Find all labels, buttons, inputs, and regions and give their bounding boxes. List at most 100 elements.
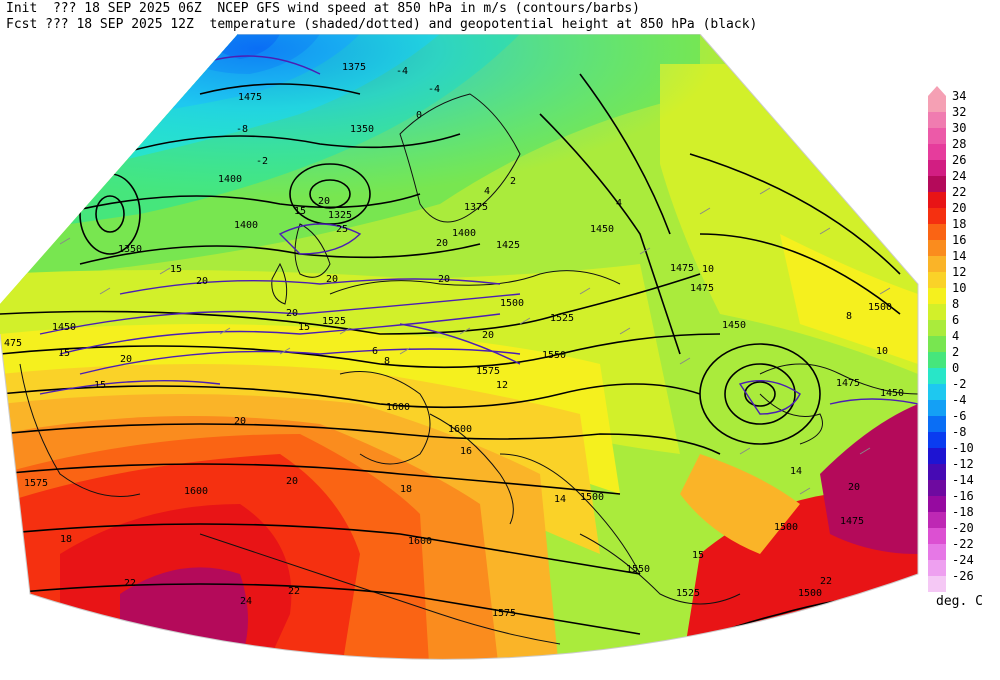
temp-label: -8	[236, 124, 248, 135]
legend-swatch	[928, 304, 946, 320]
legend-label: 0	[952, 361, 960, 375]
wind-label: 20	[318, 196, 330, 207]
temp-label: 18	[60, 534, 72, 545]
height-label: 1500	[500, 298, 524, 309]
legend-label: -14	[952, 473, 974, 487]
temp-label: 4	[616, 198, 622, 209]
legend-label: 18	[952, 217, 967, 231]
temp-label: 14	[554, 494, 566, 505]
temp-label: 2	[510, 176, 516, 187]
height-label: 1500	[798, 588, 822, 599]
wind-label: 20	[438, 274, 450, 285]
legend-swatch	[928, 96, 946, 112]
legend-swatch	[928, 128, 946, 144]
temp-label: 18	[400, 484, 412, 495]
wind-barbs	[59, 187, 891, 495]
height-label: 1450	[590, 224, 614, 235]
legend-label: 4	[952, 329, 960, 343]
wind-label: 15	[294, 206, 306, 217]
height-label: 1475	[670, 263, 694, 274]
legend-label: 24	[952, 169, 967, 183]
temp-label: 20	[286, 476, 298, 487]
map-area: 1375 1475 1350 1400 1400 1350 1325 1375 …	[0, 34, 918, 660]
temp-label: 0	[416, 110, 422, 121]
height-label: 1600	[184, 486, 208, 497]
height-label: 1475	[836, 378, 860, 389]
coastlines	[19, 93, 918, 645]
legend-swatch	[928, 288, 946, 304]
legend-swatch	[928, 416, 946, 432]
legend-label: 16	[952, 233, 967, 247]
legend-swatch	[928, 432, 946, 448]
legend-label: 26	[952, 153, 967, 167]
color-legend: 34 32 30 28 26 24 22 20 18 16 14 12 10 8 6 4 2 0 -2 -4 -6 -8-…	[928, 86, 1000, 592]
legend-swatch	[928, 192, 946, 208]
wind-label: 20	[286, 308, 298, 319]
header-line-2: Fcst ??? 18 SEP 2025 12Z temperature (sh…	[6, 17, 757, 32]
temp-label: 6	[372, 346, 378, 357]
temp-band-14-east	[680, 454, 800, 554]
height-label: 1575	[24, 478, 48, 489]
legend-label: -2	[952, 377, 967, 391]
wind-label: 20	[196, 276, 208, 287]
forecast-time: Fcst ??? 18 SEP 2025 12Z	[6, 17, 194, 32]
legend-label: -26	[952, 569, 974, 583]
legend-swatch	[928, 544, 946, 560]
init-time: Init ??? 18 SEP 2025 06Z	[6, 1, 202, 16]
height-label: 1525	[322, 316, 346, 327]
temp-label: 8	[846, 311, 852, 322]
legend-label: 12	[952, 265, 967, 279]
temp-label: 22	[288, 586, 300, 597]
height-label: 1600	[386, 402, 410, 413]
height-label: 475	[4, 338, 22, 349]
height-label: 1575	[492, 608, 516, 619]
height-label: 1400	[452, 228, 476, 239]
temp-label: -2	[256, 156, 268, 167]
height-label: 1500	[774, 522, 798, 533]
height-label: 1325	[328, 210, 352, 221]
legend-swatch	[928, 112, 946, 128]
temp-label: -4	[428, 84, 440, 95]
legend-label: -18	[952, 505, 974, 519]
temp-label: 24	[240, 596, 252, 607]
wind-label: 15	[692, 550, 704, 561]
wind-contours	[39, 55, 918, 415]
legend-swatch	[928, 272, 946, 288]
legend-swatch	[928, 448, 946, 464]
legend-swatch	[928, 224, 946, 240]
legend-label: -8	[952, 425, 967, 439]
temp-label: 8	[384, 356, 390, 367]
temp-label: 10	[702, 264, 714, 275]
temp-label: 14	[790, 466, 802, 477]
legend-swatch	[928, 576, 946, 592]
legend-label: -4	[952, 393, 967, 407]
wind-label: 20	[120, 354, 132, 365]
legend-swatch	[928, 480, 946, 496]
legend-swatch	[928, 400, 946, 416]
legend-label: 30	[952, 121, 967, 135]
legend-label: 10	[952, 281, 967, 295]
wind-label: 25	[336, 224, 348, 235]
legend-label: -24	[952, 553, 974, 567]
height-label: 1475	[238, 92, 262, 103]
legend-swatch	[928, 208, 946, 224]
temp-label: 4	[484, 186, 490, 197]
legend-label: 32	[952, 105, 967, 119]
legend-top-arrow	[928, 86, 946, 96]
legend-label: 22	[952, 185, 967, 199]
height-label: 1525	[676, 588, 700, 599]
legend-label: -16	[952, 489, 974, 503]
height-label: 1600	[448, 424, 472, 435]
temp-label: 16	[460, 446, 472, 457]
wind-label: 15	[170, 264, 182, 275]
legend-label: 14	[952, 249, 967, 263]
temp-label: 20	[848, 482, 860, 493]
height-label: 1400	[218, 174, 242, 185]
wind-label: 15	[58, 348, 70, 359]
legend-label: 8	[952, 297, 960, 311]
legend-label: -12	[952, 457, 974, 471]
height-label: 1375	[342, 62, 366, 73]
legend-swatch	[928, 496, 946, 512]
height-label: 1475	[840, 516, 864, 527]
temp-label: -4	[396, 66, 408, 77]
